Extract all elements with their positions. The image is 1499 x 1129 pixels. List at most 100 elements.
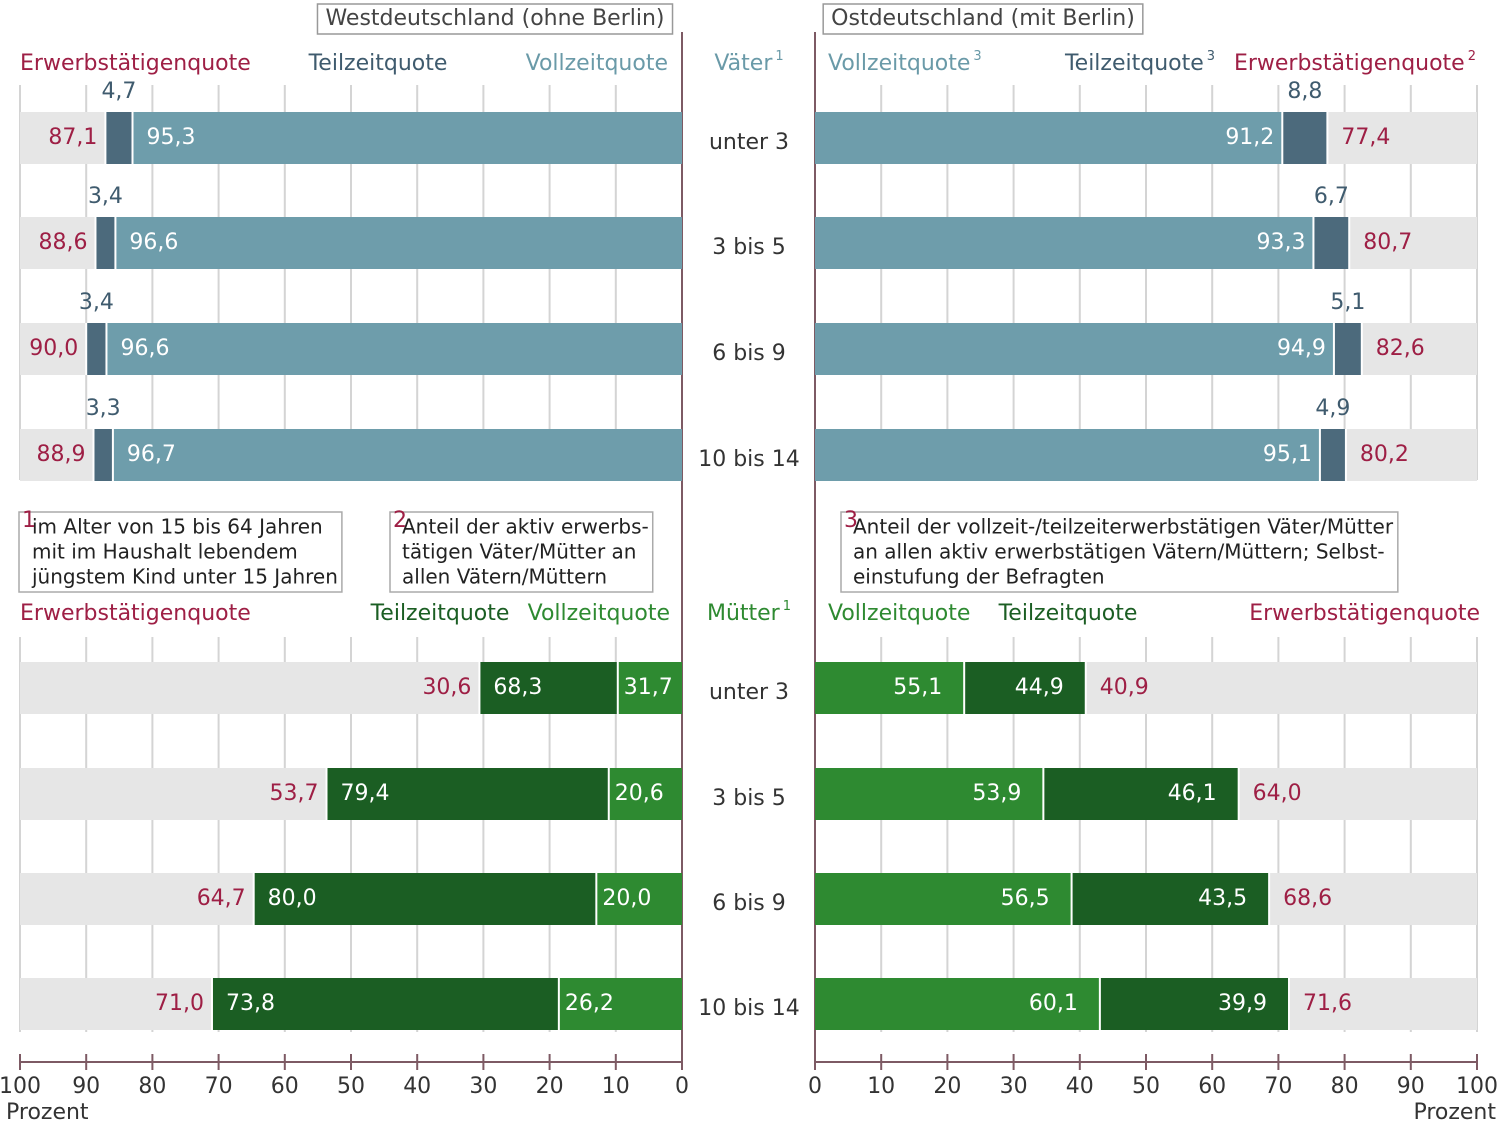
part-time-label: 6,7 [1314,184,1349,209]
part-time-bar [1282,112,1328,164]
legend-name: Teilzeitquote [1064,51,1204,76]
part-time-label: 80,0 [268,886,317,911]
category-label: 3 bis 5 [712,786,786,811]
footnote-text: an allen aktiv erwerbstätigen Vätern/Müt… [853,540,1385,564]
part-time-bar [1099,978,1289,1030]
full-time-bar [617,662,682,714]
employment-label: 82,6 [1376,336,1425,361]
category-label: unter 3 [709,130,789,155]
x-tick-label: 90 [72,1074,100,1099]
category-label: 10 bis 14 [698,996,800,1021]
x-tick-label: 0 [808,1074,822,1099]
part-time-label: 3,4 [79,290,114,315]
x-tick-label: 10 [867,1074,895,1099]
footnote-mark: 3 [844,508,858,533]
legend-name: Teilzeitquote [370,601,510,626]
group-label: Väter 1 [714,49,783,77]
full-time-bar [815,978,1100,1030]
full-time-label: 26,2 [565,991,614,1016]
full-time-label: 95,1 [1263,442,1312,467]
x-tick-label: 50 [337,1074,365,1099]
part-time-bar [326,768,609,820]
part-time-bar [1313,217,1350,269]
full-time-bar [132,112,682,164]
category-label: 10 bis 14 [698,447,800,472]
full-time-label: 93,3 [1256,230,1305,255]
full-time-bar [115,217,682,269]
x-tick-label: 60 [1198,1074,1226,1099]
x-tick-label: 80 [1331,1074,1359,1099]
part-time-bar [1071,873,1270,925]
employment-label: 68,6 [1283,886,1332,911]
employment-label: 77,4 [1341,125,1390,150]
x-tick-label: 100 [0,1074,41,1099]
part-time-label: 79,4 [341,781,390,806]
part-time-bar [479,662,618,714]
legend-name: Vollzeitquote [828,51,970,76]
full-time-label: 95,3 [146,125,195,150]
footnote-text: Anteil der aktiv erwerbs- [402,515,649,539]
part-time-bar [95,217,116,269]
legend-label: Vollzeitquote 3 [828,49,982,77]
employment-label: 88,9 [36,442,85,467]
x-axis-label: Prozent [6,1100,89,1125]
employment-label: 80,2 [1360,442,1409,467]
part-time-bar [86,323,107,375]
employment-label: 87,1 [48,125,97,150]
part-time-bar [93,429,113,481]
footnote-text: einstufung der Befragten [853,565,1105,589]
legend-name: Vollzeitquote [828,601,970,626]
footnote-text: tätigen Väter/Mütter an [402,540,636,564]
legend-label: Erwerbstätigenquote [1249,601,1480,626]
legend-label: Erwerbstätigenquote 2 [1234,49,1476,77]
category-label: 3 bis 5 [712,235,786,260]
full-time-label: 31,7 [624,675,673,700]
x-tick-label: 90 [1397,1074,1425,1099]
category-label: 6 bis 9 [712,341,786,366]
employment-label: 71,0 [155,991,204,1016]
category-label: unter 3 [709,680,789,705]
full-time-bar [815,323,1334,375]
footnote-text: im Alter von 15 bis 64 Jahren [32,515,323,539]
part-time-label: 39,9 [1218,991,1267,1016]
full-time-bar [815,429,1320,481]
x-tick-label: 70 [1264,1074,1292,1099]
x-tick-label: 60 [271,1074,299,1099]
full-time-label: 53,9 [972,781,1021,806]
group-name: Mütter [707,601,781,626]
legend-note: 3 [973,49,981,64]
employment-label: 90,0 [29,336,78,361]
legend-name: Erwerbstätigenquote [20,51,251,76]
legend-label: Teilzeitquote [998,601,1138,626]
part-time-label: 43,5 [1198,886,1247,911]
full-time-label: 20,0 [602,886,651,911]
part-time-bar [211,978,559,1030]
x-tick-label: 50 [1132,1074,1160,1099]
full-time-bar [112,429,683,481]
employment-label: 71,6 [1303,991,1352,1016]
full-time-label: 96,6 [120,336,169,361]
legend-name: Erwerbstätigenquote [20,601,251,626]
employment-label: 64,7 [197,886,246,911]
part-time-bar [964,662,1086,714]
legend-label: Teilzeitquote 3 [1064,49,1215,77]
legend-label: Teilzeitquote [308,51,448,76]
category-label: 6 bis 9 [712,891,786,916]
employment-label: 88,6 [38,230,87,255]
part-time-label: 44,9 [1015,675,1064,700]
full-time-label: 96,6 [129,230,178,255]
full-time-label: 60,1 [1029,991,1078,1016]
full-time-bar [815,112,1283,164]
full-time-bar [815,873,1072,925]
footnote-box [389,511,654,593]
legend-name: Erwerbstätigenquote [1234,51,1465,76]
part-time-label: 3,3 [86,396,121,421]
group-label: Mütter 1 [707,599,791,627]
part-time-bar [1319,429,1346,481]
full-time-bar [558,978,682,1030]
part-time-bar [1043,768,1239,820]
group-name: Väter [714,51,773,76]
title-box [316,3,674,35]
footnote-text: mit im Haushalt lebendem [32,540,298,564]
full-time-bar [815,217,1314,269]
